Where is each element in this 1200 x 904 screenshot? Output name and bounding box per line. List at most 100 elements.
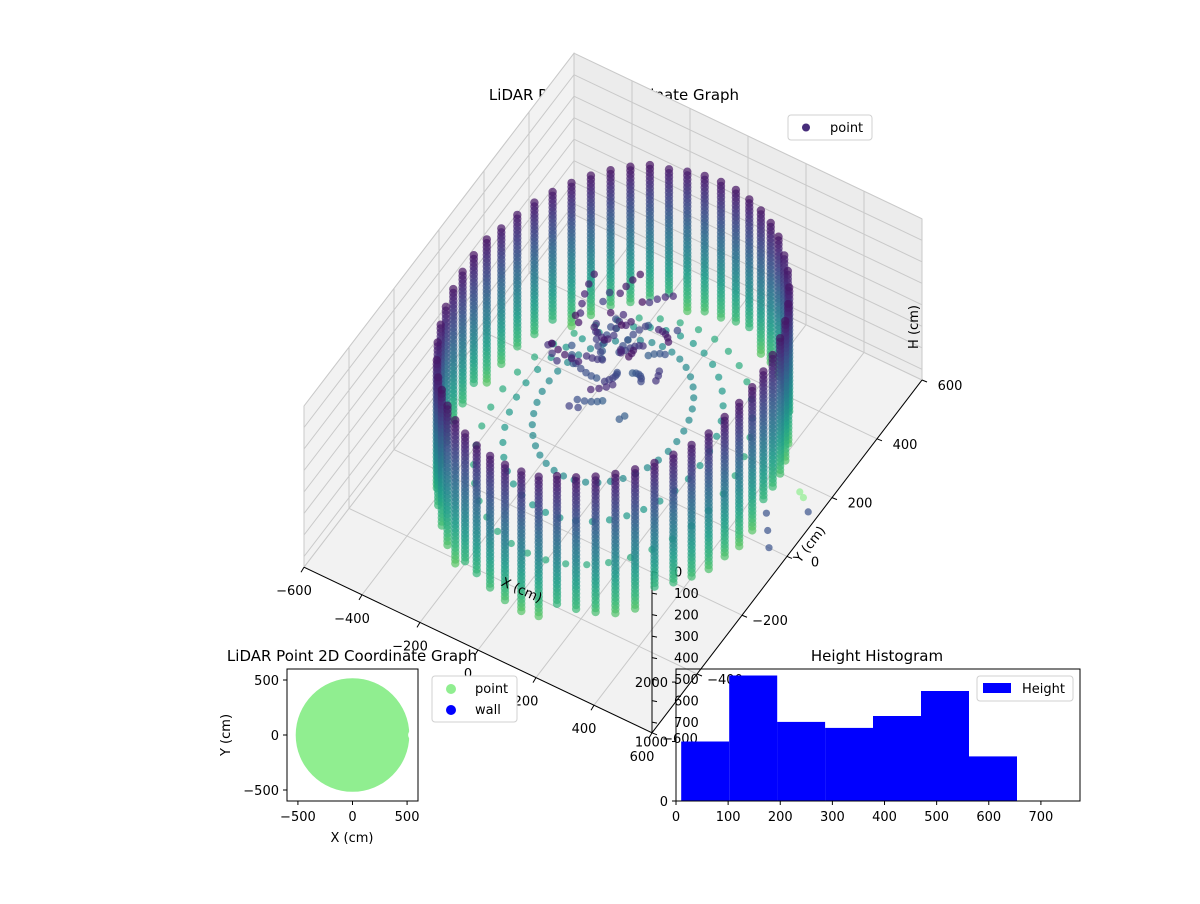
chart-3d-y-tick-label: 200	[848, 497, 873, 512]
chart-3d-x-tick-label: 200	[514, 695, 539, 710]
chart-3d-point	[648, 339, 656, 347]
chart-3d-z-tick	[651, 721, 658, 724]
chart-3d-y-tick-label: 600	[938, 379, 963, 394]
chart-3d-point	[574, 403, 582, 412]
chart-3d-point	[645, 298, 654, 307]
chart-3d-point	[686, 373, 695, 381]
chart-3d-point	[689, 339, 697, 348]
chart-3d-point	[804, 508, 812, 516]
chart-3d-legend: point	[787, 114, 873, 141]
chart-3d-point	[499, 385, 507, 393]
chart-3d-point	[494, 527, 502, 536]
chart-3d-x-tick	[590, 704, 595, 711]
chart-3d-x-tick-label: 400	[572, 722, 597, 737]
chart-3d-point	[500, 595, 510, 605]
chart-3d-point	[617, 349, 625, 357]
chart-3d-point	[574, 357, 583, 366]
chart-3d-point	[605, 288, 614, 297]
chart-3d-point	[735, 542, 744, 551]
chart-3d-legend-label: point	[830, 121, 863, 136]
chart-3d-point	[501, 423, 509, 431]
chart-3d-z-tick	[651, 657, 658, 660]
chart-3d-point	[626, 297, 635, 307]
chart-3d-point	[529, 501, 537, 509]
chart-3d-y-tick	[786, 555, 793, 559]
chart-3d-point	[594, 342, 602, 350]
chart-3d-point	[554, 345, 562, 354]
chart-3d-point	[617, 321, 626, 329]
chart-3d-point	[643, 464, 652, 472]
chart-3d-point	[534, 365, 542, 374]
chart-3d-point	[606, 301, 615, 310]
chart-3d-point	[715, 373, 723, 381]
chart-3d-point	[704, 564, 713, 574]
chart-3d-point	[799, 494, 808, 502]
chart-3d-point	[487, 403, 495, 411]
chart-3d-point	[694, 326, 703, 334]
chart-3d-point	[637, 377, 645, 386]
chart-3d-point	[696, 462, 704, 470]
chart-3d-point	[636, 270, 645, 279]
chart-3d-point	[641, 322, 650, 331]
chart-3d-point	[610, 331, 618, 340]
chart-3d-gridline-y	[393, 288, 743, 616]
chart-3d-point	[509, 480, 517, 488]
chart-3d-gridline-z	[303, 74, 923, 428]
chart-3d-point	[680, 427, 688, 435]
chart-3d-point	[574, 318, 583, 327]
chart-3d-point	[629, 330, 637, 339]
chart-3d-point	[713, 432, 721, 440]
chart-3d-point	[545, 377, 553, 385]
chart-2d-legend: point wall	[431, 675, 518, 723]
histogram-x-tick-label: 700	[1028, 810, 1053, 825]
chart-3d-point	[775, 469, 785, 478]
chart-3d-point	[554, 367, 562, 375]
chart-3d-z-tick-label: 300	[674, 630, 699, 645]
chart-3d-point	[497, 359, 506, 369]
chart-2d-legend-label-wall: wall	[475, 703, 501, 718]
chart-3d-point	[606, 308, 615, 317]
histogram-x-tick-label: 600	[976, 810, 1001, 825]
chart-3d-point	[517, 606, 526, 616]
chart-3d-point	[536, 451, 544, 459]
chart-3d-point	[669, 578, 678, 587]
chart-3d-point	[724, 347, 733, 355]
chart-3d-point	[718, 387, 726, 395]
chart-3d-point	[542, 459, 550, 467]
chart-3d-point	[553, 357, 561, 365]
chart-3d-point	[668, 348, 676, 356]
chart-3d-point	[676, 332, 685, 340]
chart-3d-point	[768, 482, 777, 491]
chart-3d-legend-box	[787, 114, 873, 141]
chart-3d-y-tick	[921, 379, 928, 383]
chart-3d-point	[596, 348, 605, 357]
chart-3d-point	[720, 552, 729, 561]
chart-3d-point	[745, 322, 754, 332]
chart-3d-point	[593, 328, 602, 337]
chart-3d-point	[562, 560, 570, 568]
chart-3d-point	[623, 512, 631, 520]
chart-3d: LiDAR Point 3D Coordinate Graph −600−400…	[276, 51, 963, 765]
chart-3d-point	[578, 299, 586, 308]
chart-3d-x-tick	[358, 594, 363, 601]
chart-3d-x-tick	[648, 732, 653, 739]
chart-3d-point	[586, 345, 595, 353]
chart-3d-point	[661, 350, 669, 359]
chart-3d-point	[529, 431, 537, 440]
chart-3d-point	[650, 350, 658, 358]
chart-3d-x-tick-label: 0	[464, 667, 472, 682]
chart-3d-z-tick-label: 500	[674, 673, 699, 688]
histogram-x-tick-label: 100	[716, 810, 741, 825]
chart-3d-point	[583, 561, 591, 569]
histogram-bar	[777, 721, 826, 801]
chart-3d-point	[567, 321, 576, 331]
chart-3d-point	[711, 335, 719, 343]
chart-3d-point	[689, 383, 697, 391]
histogram-ticks: 0 100 200 300 400 500 600 700 0 1000 2000	[635, 676, 1053, 825]
chart-3d-point	[629, 276, 637, 284]
chart-3d-point	[762, 509, 771, 517]
chart-3d-point	[716, 313, 726, 322]
chart-3d-point	[499, 438, 507, 447]
chart-3d-point	[709, 360, 717, 368]
chart-3d-point	[531, 353, 539, 361]
